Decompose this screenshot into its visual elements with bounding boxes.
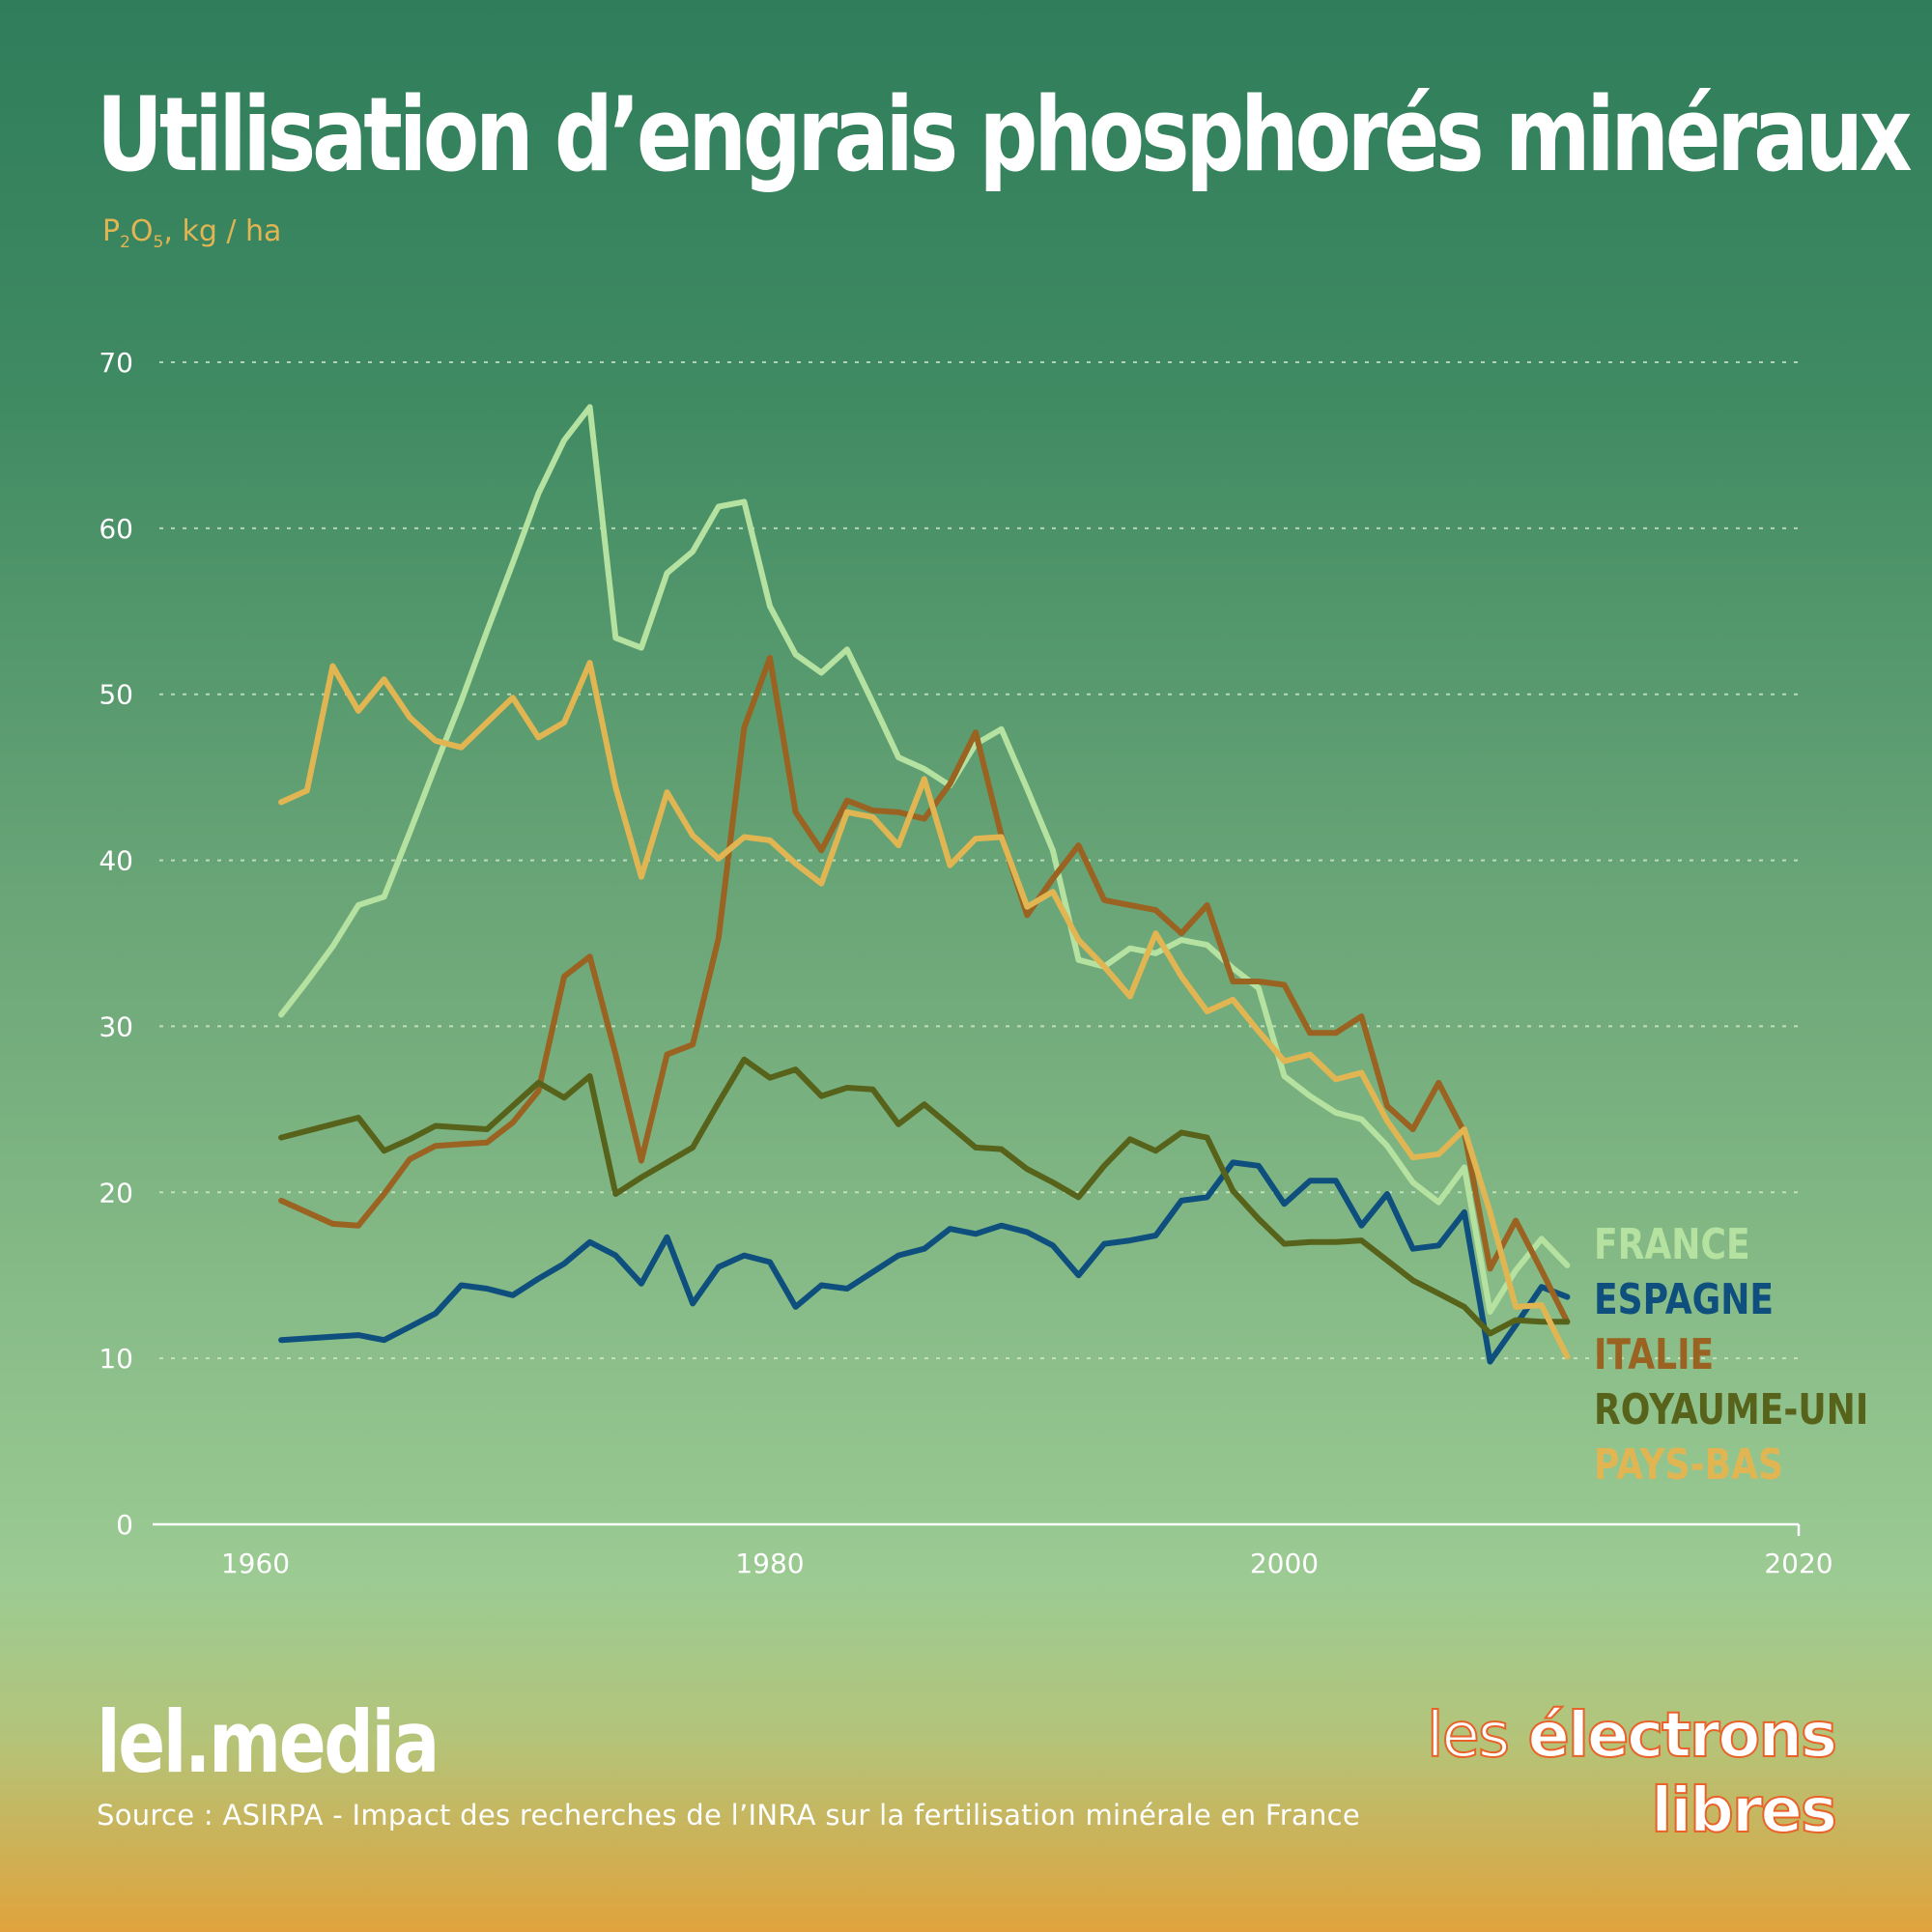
source-note: Source : ASIRPA - Impact des recherches … [97, 1799, 1361, 1832]
y-tick-label: 20 [99, 1177, 133, 1208]
legend-entry-royaume-uni: ROYAUME-UNI [1594, 1386, 1868, 1435]
logo-word-les: les [1426, 1699, 1511, 1773]
x-tick-label: 2000 [1250, 1548, 1319, 1579]
x-tick-label: 1980 [735, 1548, 804, 1579]
y-tick-label: 50 [99, 679, 133, 711]
y-tick-label: 60 [99, 513, 133, 545]
unit-o: O [129, 214, 154, 248]
y-tick-label: 30 [99, 1010, 133, 1042]
unit-p: P [102, 214, 121, 248]
x-tick-label: 1960 [221, 1548, 290, 1579]
unit-subscript-2: 2 [120, 233, 130, 252]
legend-entry-italie: ITALIE [1594, 1331, 1714, 1379]
legend-entry-france: FRANCE [1594, 1221, 1750, 1269]
gridlines [159, 361, 1799, 1360]
legend-entry-pays-bas: PAYS-BAS [1594, 1441, 1783, 1490]
logo-word-libres: libres [1650, 1775, 1838, 1848]
y-tick-label: 70 [99, 347, 133, 379]
y-axis-unit-label: P2O5, kg / ha [102, 214, 281, 252]
legend-entry-espagne: ESPAGNE [1594, 1276, 1774, 1324]
axes: 0 10 20 30 40 50 60 70 1960 1980 2000 2020 [99, 347, 1833, 1579]
brand-name: lel.media [97, 1692, 440, 1792]
y-tick-label: 10 [99, 1343, 133, 1375]
logo-word-electrons: électrons [1527, 1699, 1838, 1773]
legend: FRANCE ESPAGNE ITALIE ROYAUME-UNI PAYS-BAS [1594, 1221, 1868, 1490]
les-electrons-libres-logo: les électrons libres [1426, 1698, 1838, 1849]
x-tick-label: 2020 [1764, 1548, 1833, 1579]
y-tick-label: 40 [99, 845, 133, 877]
series-line-royaume-uni [278, 1056, 1571, 1337]
series-line-italie [278, 654, 1571, 1325]
series-line-espagne [278, 1159, 1571, 1365]
unit-rest: , kg / ha [163, 214, 282, 248]
unit-subscript-5: 5 [153, 233, 164, 252]
series-lines [278, 404, 1571, 1365]
series-line-pays-bas [278, 660, 1571, 1360]
series-line-france [278, 404, 1571, 1315]
y-tick-label: 0 [116, 1509, 133, 1541]
